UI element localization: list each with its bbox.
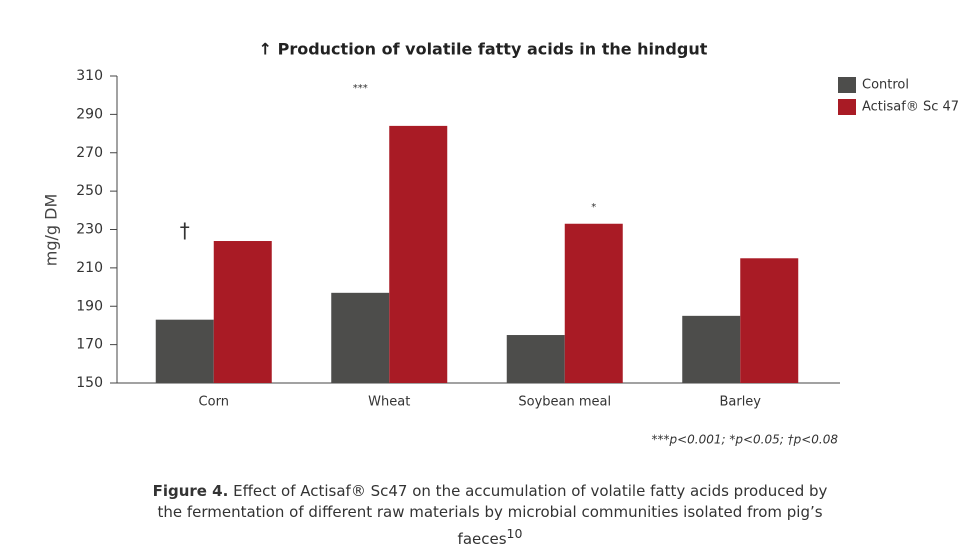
y-tick-label: 230 — [76, 222, 103, 238]
y-tick-label: 310 — [76, 68, 103, 84]
bar — [740, 258, 799, 383]
legend-swatch — [838, 99, 856, 115]
chart: ↑ Production of volatile fatty acids in … — [42, 40, 960, 447]
x-tick-label: Barley — [719, 395, 761, 410]
x-tick-label: Soybean meal — [518, 395, 611, 410]
y-tick-label: 190 — [76, 298, 103, 314]
chart-title: ↑ Production of volatile fatty acids in … — [259, 40, 708, 59]
x-tick-label: Corn — [199, 395, 229, 410]
significance-label: *** — [353, 83, 368, 94]
bar — [331, 292, 390, 383]
y-axis-label: mg/g DM — [42, 194, 61, 267]
significance-label: * — [591, 202, 596, 213]
bar — [213, 241, 272, 383]
figure-caption: Figure 4. Effect of Actisaf® Sc47 on the… — [140, 481, 840, 550]
footnote: ***p<0.001; *p<0.05; †p<0.08 — [651, 433, 838, 447]
bar — [389, 125, 448, 383]
legend-swatch — [838, 77, 856, 93]
caption-text: Effect of Actisaf® Sc47 on the accumulat… — [157, 482, 828, 548]
bar — [506, 335, 565, 383]
legend-label: Actisaf® Sc 47 — [862, 100, 959, 115]
x-tick-label: Wheat — [368, 395, 410, 410]
bar — [682, 315, 741, 383]
caption-ref: 10 — [506, 526, 523, 541]
y-tick-label: 170 — [76, 337, 103, 353]
legend-label: Control — [862, 78, 909, 93]
y-tick-label: 270 — [76, 145, 103, 161]
y-tick-label: 150 — [76, 375, 103, 391]
y-tick-label: 210 — [76, 260, 103, 276]
bar — [155, 319, 214, 383]
significance-label: † — [180, 219, 190, 243]
bar — [564, 223, 623, 383]
caption-label: Figure 4. — [152, 482, 229, 500]
y-tick-label: 290 — [76, 106, 103, 122]
y-tick-label: 250 — [76, 183, 103, 199]
